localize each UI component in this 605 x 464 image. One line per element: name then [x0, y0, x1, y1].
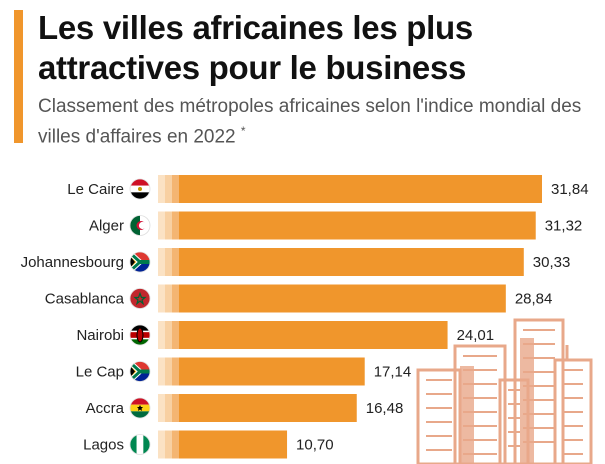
skyline-tower: [520, 338, 534, 464]
chart-title: Les villes africaines les plus attractiv…: [38, 9, 473, 86]
bar: [158, 284, 506, 313]
bar-base-stripe: [165, 175, 172, 203]
bar-base-stripe: [158, 430, 165, 459]
ghana-flag-icon: [130, 398, 150, 418]
value-label: 31,84: [551, 181, 589, 198]
category-label: Le Caire: [67, 181, 124, 198]
bar-base-stripe: [165, 430, 172, 459]
bar-base-stripe: [172, 430, 179, 459]
subtitle-footnote-marker: *: [240, 124, 246, 138]
bar-base-stripe: [165, 394, 172, 422]
bar-base-stripe: [158, 394, 165, 422]
value-label: 28,84: [515, 291, 553, 308]
bar: [158, 248, 524, 276]
bar-row: Johannesbourg 30,33: [21, 248, 571, 276]
value-label: 31,32: [545, 218, 583, 235]
category-label: Le Cap: [76, 364, 124, 381]
bar-row: Le Caire 31,84: [67, 175, 589, 203]
category-label: Johannesbourg: [21, 254, 124, 271]
bar-base-stripe: [165, 211, 172, 240]
bar: [158, 430, 288, 459]
bar-row: Nairobi 24,01: [76, 321, 494, 349]
bar-base-stripe: [165, 357, 172, 386]
bar: [158, 321, 448, 349]
bar-row: Casablanca 28,84: [45, 284, 553, 313]
value-label: 16,48: [366, 400, 404, 417]
category-label: Accra: [86, 400, 125, 417]
skyline-building: [513, 318, 565, 464]
value-label: 30,33: [533, 254, 571, 271]
bar-base-stripe: [165, 248, 172, 276]
accent-bar: [14, 10, 23, 143]
bar: [158, 211, 536, 240]
bar-base-stripe: [165, 321, 172, 349]
bar: [158, 175, 542, 203]
value-label: 10,70: [296, 437, 334, 454]
egypt-flag-icon: [130, 179, 150, 199]
bar-base-stripe: [172, 357, 179, 386]
south-africa-flag-icon: [130, 361, 150, 382]
bar-row: Alger 31,32: [89, 211, 583, 240]
bar-base-stripe: [172, 211, 179, 240]
city-skyline-illustration: [416, 318, 593, 464]
bar-base-stripe: [158, 284, 165, 313]
bar-row: Accra 16,48: [86, 394, 404, 422]
category-label: Alger: [89, 218, 124, 235]
bar-base-stripe: [172, 248, 179, 276]
bar-base-stripe: [172, 321, 179, 349]
subtitle-text: Classement des métropoles africaines sel…: [38, 96, 582, 148]
value-label: 17,14: [374, 364, 412, 381]
nigeria-flag-icon: [130, 434, 150, 455]
chart-subtitle: Classement des métropoles africaines sel…: [38, 94, 598, 149]
morocco-flag-icon: [130, 288, 150, 309]
category-label: Lagos: [83, 437, 124, 454]
kenya-flag-icon: [130, 325, 150, 345]
bar-base-stripe: [158, 321, 165, 349]
bar-base-stripe: [158, 175, 165, 203]
category-label: Casablanca: [45, 291, 125, 308]
bar-base-stripe: [172, 394, 179, 422]
bars-group: Le Caire 31,84 Alger 31,32 Johannesbourg 30,3…: [21, 175, 589, 459]
south-africa-flag-icon: [130, 252, 150, 272]
bar-row: Le Cap 17,14: [76, 357, 412, 386]
skyline-building: [553, 358, 593, 464]
bar-row: Lagos 10,70: [83, 430, 334, 459]
category-label: Nairobi: [76, 327, 124, 344]
bar-base-stripe: [165, 284, 172, 313]
bar: [158, 357, 365, 386]
bar-base-stripe: [158, 248, 165, 276]
bar-base-stripe: [158, 357, 165, 386]
value-label: 24,01: [457, 327, 495, 344]
bar-chart: Le Caire 31,84 Alger 31,32 Johannesbourg 30,3…: [21, 175, 593, 464]
skyline-building: [453, 344, 507, 464]
skyline-tower: [460, 366, 474, 464]
bar-base-stripe: [172, 175, 179, 203]
bar: [158, 394, 357, 422]
bar-base-stripe: [172, 284, 179, 313]
algeria-flag-icon: [130, 215, 150, 236]
bar-base-stripe: [158, 211, 165, 240]
